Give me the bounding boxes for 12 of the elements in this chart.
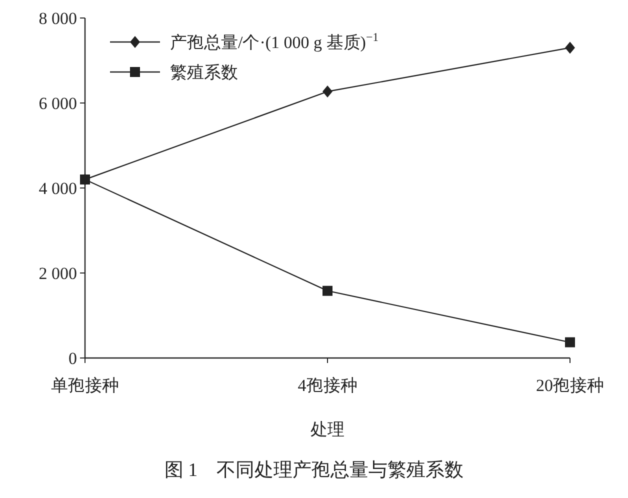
y-tick-label: 8 000 (38, 9, 77, 28)
x-tick-label: 单孢接种 (51, 376, 119, 395)
legend-label: 产孢总量/个·(1 000 g 基质)$^{−1}$ (170, 30, 379, 52)
x-tick-label: 4孢接种 (298, 376, 358, 395)
y-tick-label: 2 000 (38, 264, 77, 283)
y-tick-label: 4 000 (38, 179, 77, 198)
y-tick-label: 6 000 (38, 94, 77, 113)
legend-label: 繁殖系数 (170, 63, 238, 82)
y-tick-label: 0 (68, 349, 77, 368)
caption: 图 1 不同处理产孢总量与繁殖系数 (164, 460, 464, 481)
x-axis-title: 处理 (310, 420, 344, 439)
x-tick-label: 20孢接种 (536, 376, 604, 395)
